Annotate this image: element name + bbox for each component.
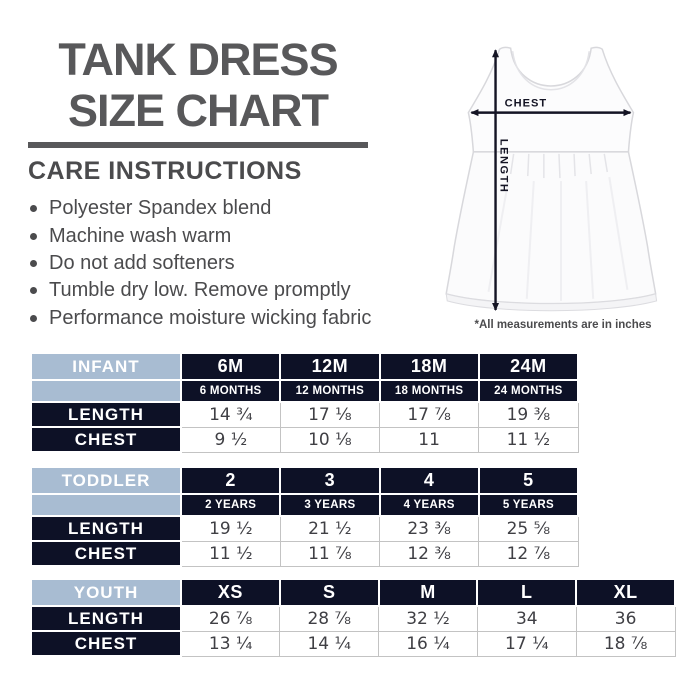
measurement-value: 11 ⅞ bbox=[279, 540, 381, 567]
measure-row-label: CHEST bbox=[30, 540, 182, 567]
size-column-subheader: 18 MONTHS bbox=[378, 379, 480, 403]
youth-size-table: YOUTH XS S M L XL LENGTH 26 ⅞ 28 ⅞ 32 ½ 34 36 CHEST 1… bbox=[30, 578, 676, 657]
neckline-binding bbox=[511, 51, 590, 91]
table-group-label-spacer bbox=[30, 379, 182, 403]
measurement-value: 16 ¼ bbox=[378, 630, 478, 657]
measurement-value: 18 ⅞ bbox=[575, 630, 676, 657]
size-column-subheader: 3 YEARS bbox=[279, 493, 381, 517]
measurement-value: 19 ⅜ bbox=[478, 401, 579, 428]
measure-row-label: LENGTH bbox=[30, 605, 182, 632]
measurement-value: 17 ⅛ bbox=[279, 401, 381, 428]
size-column-header: M bbox=[377, 578, 479, 607]
measurement-value: 19 ½ bbox=[180, 515, 281, 542]
size-column-header: 12M bbox=[279, 352, 381, 381]
size-column-header: L bbox=[476, 578, 578, 607]
measurement-value: 25 ⅝ bbox=[478, 515, 579, 542]
measurement-value: 11 bbox=[378, 426, 480, 453]
title-underline bbox=[28, 142, 368, 148]
size-column-header: 6M bbox=[179, 352, 282, 381]
size-column-subheader: 5 YEARS bbox=[477, 493, 580, 517]
table-group-label-spacer bbox=[30, 493, 182, 517]
dress-illustration: CHEST LENGTH bbox=[445, 46, 658, 312]
care-item: Tumble dry low. Remove promptly bbox=[30, 277, 371, 304]
measurement-value: 10 ⅛ bbox=[279, 426, 381, 453]
measurement-value: 12 ⅞ bbox=[478, 540, 579, 567]
size-column-header: XS bbox=[180, 578, 281, 607]
page-title: TANK DRESS SIZE CHART bbox=[28, 34, 368, 136]
length-arrow-label: LENGTH bbox=[498, 139, 510, 194]
measurement-value: 11 ½ bbox=[478, 426, 579, 453]
size-column-header: 5 bbox=[477, 466, 580, 495]
care-instructions-heading: CARE INSTRUCTIONS bbox=[28, 157, 302, 185]
size-column-header: 2 bbox=[179, 466, 282, 495]
chest-arrow-label: CHEST bbox=[505, 98, 548, 110]
table-group-label: INFANT bbox=[30, 352, 182, 381]
measurements-footnote: *All measurements are in inches bbox=[474, 319, 652, 331]
measure-row-label: LENGTH bbox=[30, 515, 182, 542]
table-group-label: YOUTH bbox=[30, 578, 182, 607]
size-column-subheader: 2 YEARS bbox=[179, 493, 282, 517]
dress-skirt bbox=[445, 151, 657, 305]
measurement-value: 14 ¼ bbox=[279, 630, 380, 657]
size-column-subheader: 4 YEARS bbox=[378, 493, 480, 517]
measurement-value: 17 ¼ bbox=[476, 630, 577, 657]
measure-row-label: LENGTH bbox=[30, 401, 182, 428]
measurement-value: 23 ⅜ bbox=[378, 515, 480, 542]
measurement-value: 14 ¾ bbox=[180, 401, 281, 428]
measure-row-label: CHEST bbox=[30, 630, 182, 657]
measurement-value: 12 ⅜ bbox=[378, 540, 480, 567]
care-instructions-list: Polyester Spandex blend Machine wash war… bbox=[30, 195, 371, 332]
measurement-value: 13 ¼ bbox=[180, 630, 281, 657]
measurement-value: 32 ½ bbox=[378, 605, 478, 632]
size-column-header: 3 bbox=[279, 466, 381, 495]
size-column-header: 24M bbox=[477, 352, 580, 381]
page-title-line2: SIZE CHART bbox=[68, 85, 329, 136]
page-title-line1: TANK DRESS bbox=[58, 34, 338, 85]
size-column-subheader: 24 MONTHS bbox=[477, 379, 580, 403]
care-item: Machine wash warm bbox=[30, 222, 371, 249]
measurement-value: 34 bbox=[476, 605, 577, 632]
size-column-header: XL bbox=[575, 578, 676, 607]
size-column-subheader: 6 MONTHS bbox=[179, 379, 282, 403]
toddler-size-table: TODDLER 2 3 4 5 2 YEARS 3 YEARS 4 YEARS 5 YEARS L… bbox=[30, 466, 580, 567]
table-group-label: TODDLER bbox=[30, 466, 182, 495]
measurement-value: 21 ½ bbox=[279, 515, 381, 542]
measurement-value: 11 ½ bbox=[180, 540, 281, 567]
measurement-value: 17 ⅞ bbox=[378, 401, 480, 428]
size-column-header: 18M bbox=[378, 352, 480, 381]
size-column-subheader: 12 MONTHS bbox=[279, 379, 381, 403]
measurement-value: 36 bbox=[575, 605, 676, 632]
care-item: Performance moisture wicking fabric bbox=[30, 305, 371, 332]
size-column-header: 4 bbox=[378, 466, 480, 495]
infant-size-table: INFANT 6M 12M 18M 24M 6 MONTHS 12 MONTHS 18 MON… bbox=[30, 352, 580, 453]
skirt-gather-lines bbox=[509, 153, 609, 179]
dress-bodice bbox=[467, 46, 635, 153]
dress-measurement-figure: CHEST LENGTH bbox=[438, 20, 690, 318]
care-item: Polyester Spandex blend bbox=[30, 195, 371, 222]
measure-row-label: CHEST bbox=[30, 426, 182, 453]
measurement-value: 28 ⅞ bbox=[279, 605, 380, 632]
measurement-value: 9 ½ bbox=[180, 426, 281, 453]
measurement-value: 26 ⅞ bbox=[180, 605, 281, 632]
care-item: Do not add softeners bbox=[30, 250, 371, 277]
size-column-header: S bbox=[278, 578, 380, 607]
